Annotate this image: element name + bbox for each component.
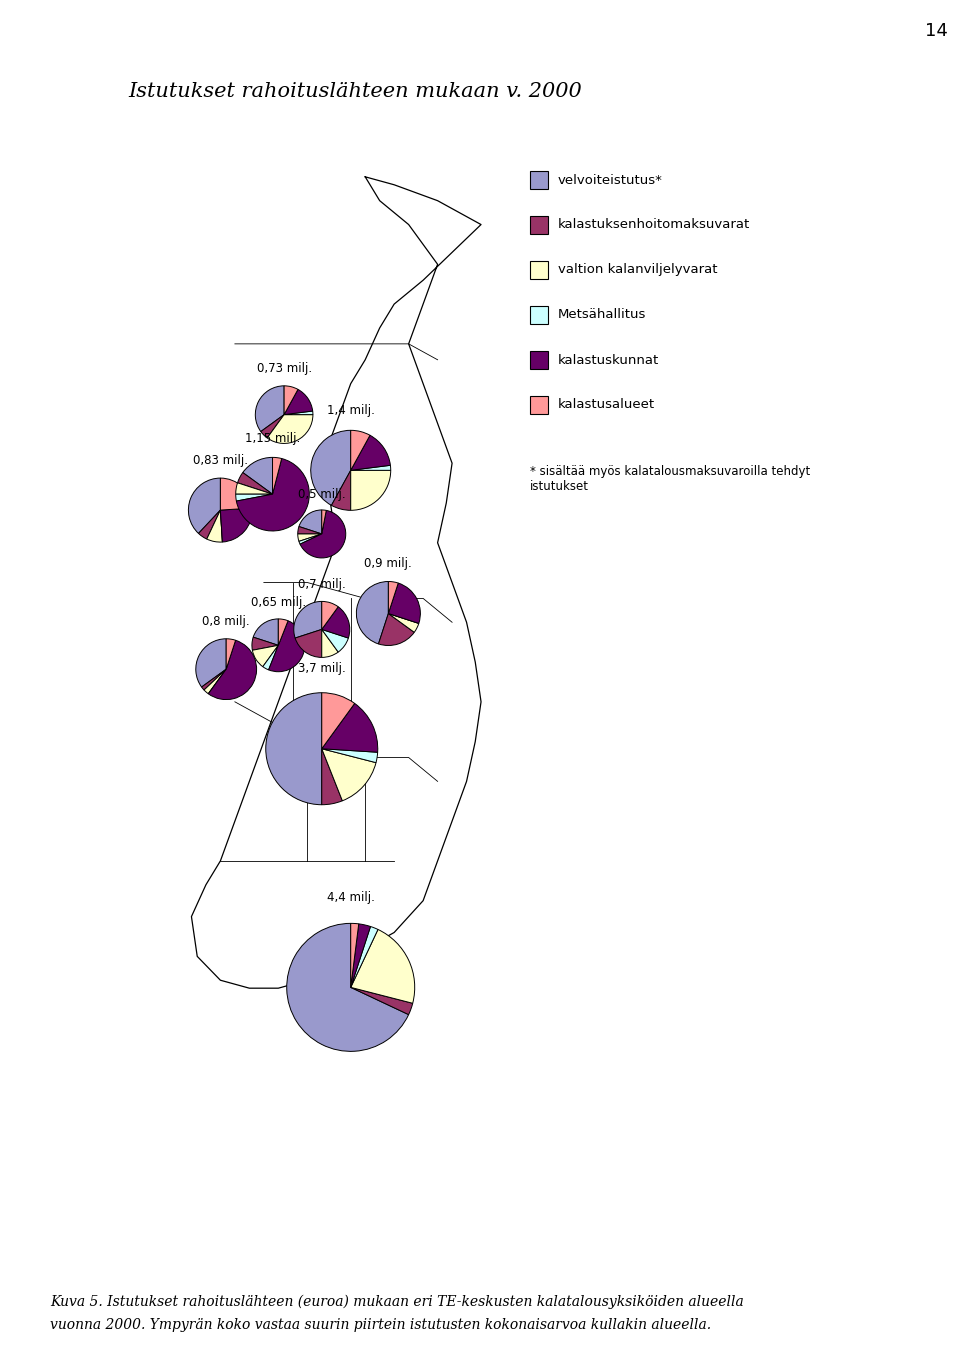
Wedge shape — [299, 533, 322, 544]
Text: 0,8 milj.: 0,8 milj. — [203, 614, 250, 628]
Wedge shape — [350, 927, 378, 987]
Wedge shape — [311, 430, 350, 506]
Wedge shape — [208, 669, 227, 694]
Wedge shape — [206, 510, 223, 542]
Text: Kuva 5. Istutukset rahoituslähteen (euroa) mukaan eri TE-keskusten kalatalousyks: Kuva 5. Istutukset rahoituslähteen (euro… — [50, 1296, 744, 1309]
Text: velvoiteistutus*: velvoiteistutus* — [558, 174, 662, 186]
Wedge shape — [204, 669, 227, 694]
Text: Metsähallitus: Metsähallitus — [558, 308, 646, 322]
Wedge shape — [252, 646, 278, 666]
Bar — [530, 217, 548, 234]
Wedge shape — [243, 458, 273, 494]
Bar — [530, 306, 548, 324]
Wedge shape — [261, 414, 284, 437]
Text: kalastusalueet: kalastusalueet — [558, 399, 655, 411]
Wedge shape — [266, 692, 322, 805]
Wedge shape — [299, 510, 322, 533]
Text: 1,15 milj.: 1,15 milj. — [245, 432, 300, 444]
Wedge shape — [252, 638, 278, 650]
Wedge shape — [298, 526, 322, 533]
Wedge shape — [208, 640, 256, 699]
Wedge shape — [389, 583, 420, 624]
Wedge shape — [199, 510, 221, 539]
Wedge shape — [253, 618, 278, 646]
Text: vuonna 2000. Ympyrän koko vastaa suurin piirtein istutusten kokonaisarvoa kullak: vuonna 2000. Ympyrän koko vastaa suurin … — [50, 1318, 711, 1333]
Wedge shape — [284, 385, 298, 414]
Text: kalastuksenhoitomaksuvarat: kalastuksenhoitomaksuvarat — [558, 218, 751, 232]
Wedge shape — [322, 692, 354, 749]
Wedge shape — [196, 639, 227, 687]
Wedge shape — [322, 749, 377, 762]
Wedge shape — [202, 669, 227, 690]
Wedge shape — [237, 473, 273, 494]
Text: 0,5 milj.: 0,5 milj. — [298, 488, 346, 500]
Wedge shape — [221, 509, 252, 542]
Text: 0,7 milj.: 0,7 milj. — [298, 579, 346, 591]
Wedge shape — [300, 510, 346, 558]
Wedge shape — [322, 749, 376, 801]
Text: 0,9 milj.: 0,9 milj. — [365, 557, 412, 570]
Text: * sisältää myös kalatalousmaksuvaroilla tehdyt
istutukset: * sisältää myös kalatalousmaksuvaroilla … — [530, 465, 810, 494]
Wedge shape — [267, 414, 313, 443]
Wedge shape — [322, 607, 349, 638]
Text: 4,4 milj.: 4,4 milj. — [326, 891, 374, 903]
Text: Istutukset rahoituslähteen mukaan v. 2000: Istutukset rahoituslähteen mukaan v. 200… — [128, 82, 582, 101]
Wedge shape — [255, 385, 284, 432]
Wedge shape — [322, 602, 338, 629]
Wedge shape — [227, 639, 235, 669]
Wedge shape — [221, 510, 223, 542]
Wedge shape — [350, 924, 371, 987]
Text: 0,73 milj.: 0,73 milj. — [256, 362, 312, 376]
Wedge shape — [322, 629, 338, 658]
Wedge shape — [322, 510, 326, 533]
Wedge shape — [389, 613, 419, 632]
Wedge shape — [350, 930, 415, 1004]
Wedge shape — [188, 478, 221, 533]
Wedge shape — [331, 470, 350, 510]
Text: 14: 14 — [925, 22, 948, 40]
Wedge shape — [236, 458, 309, 531]
Wedge shape — [350, 465, 391, 470]
Text: 3,7 milj.: 3,7 milj. — [298, 662, 346, 676]
Wedge shape — [269, 621, 304, 672]
Bar — [530, 396, 548, 414]
Text: kalastuskunnat: kalastuskunnat — [558, 354, 660, 366]
Wedge shape — [356, 581, 389, 644]
Wedge shape — [284, 389, 313, 414]
Wedge shape — [298, 533, 322, 542]
Text: valtion kalanviljelyvarat: valtion kalanviljelyvarat — [558, 263, 717, 277]
Text: 0,83 milj.: 0,83 milj. — [193, 454, 248, 466]
Wedge shape — [350, 430, 370, 470]
Wedge shape — [236, 494, 273, 500]
Wedge shape — [294, 602, 322, 638]
Wedge shape — [350, 435, 391, 470]
Wedge shape — [278, 618, 288, 646]
Wedge shape — [389, 613, 419, 624]
Wedge shape — [350, 470, 391, 510]
Wedge shape — [236, 483, 273, 494]
Bar — [530, 351, 548, 369]
Bar — [530, 260, 548, 280]
Wedge shape — [221, 478, 252, 510]
Wedge shape — [350, 923, 359, 987]
Text: 0,65 milj.: 0,65 milj. — [251, 596, 306, 609]
Wedge shape — [322, 703, 377, 753]
Wedge shape — [350, 987, 413, 1015]
Bar — [530, 171, 548, 189]
Text: 1,4 milj.: 1,4 milj. — [326, 404, 374, 417]
Wedge shape — [273, 458, 281, 494]
Wedge shape — [287, 923, 409, 1052]
Wedge shape — [389, 581, 398, 613]
Wedge shape — [284, 411, 313, 414]
Wedge shape — [295, 629, 322, 658]
Wedge shape — [322, 629, 348, 653]
Wedge shape — [263, 646, 278, 670]
Wedge shape — [322, 749, 343, 805]
Wedge shape — [378, 613, 415, 646]
